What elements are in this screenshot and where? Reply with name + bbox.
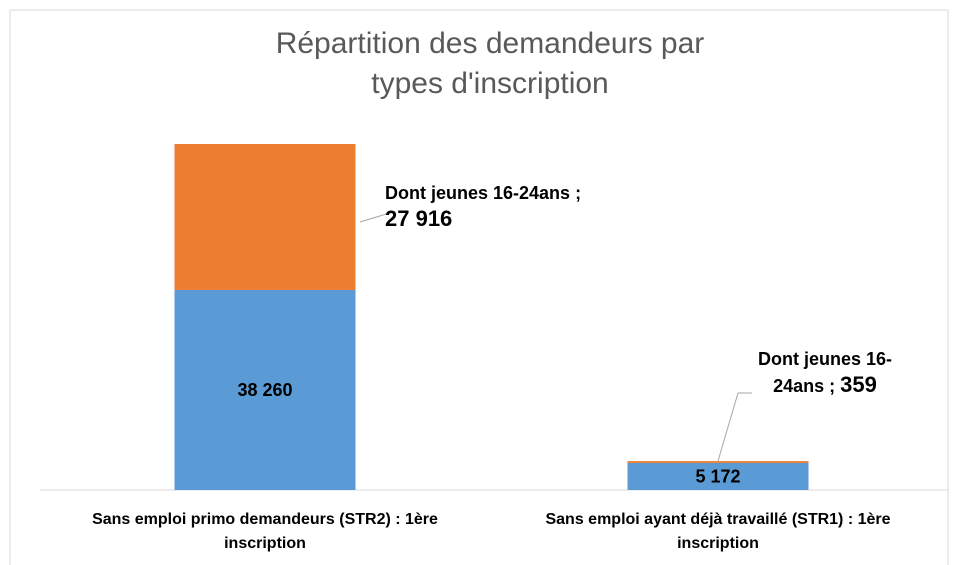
- chart-title: Répartition des demandeurs par types d'i…: [275, 27, 705, 100]
- leader-line: [359, 211, 394, 223]
- bar-segment: [627, 461, 809, 463]
- data-label: Dont jeunes 16-24ans ; 27 916: [385, 180, 595, 233]
- value-label: 5 172: [695, 466, 740, 486]
- series-name: Dont jeunes 16-24ans: [757, 349, 893, 396]
- bar-segment: [627, 462, 809, 490]
- value-label: 27 916: [385, 206, 453, 231]
- x-tick-label: Sans emploi ayant déjà travaillé (STR1) …: [545, 511, 891, 552]
- separator: ;: [824, 376, 841, 396]
- separator: ;: [570, 183, 582, 203]
- value-label: 38 260: [237, 380, 292, 400]
- leader-line: [717, 392, 752, 462]
- value-label: 359: [840, 372, 877, 397]
- data-label: Dont jeunes 16-24ans ; 359: [740, 346, 910, 399]
- bar-segment: [174, 143, 356, 290]
- x-tick-label: Sans emploi primo demandeurs (STR2) : 1è…: [92, 511, 438, 552]
- series-name: Dont jeunes 16-24ans: [385, 183, 571, 203]
- bar-segment: [174, 289, 356, 490]
